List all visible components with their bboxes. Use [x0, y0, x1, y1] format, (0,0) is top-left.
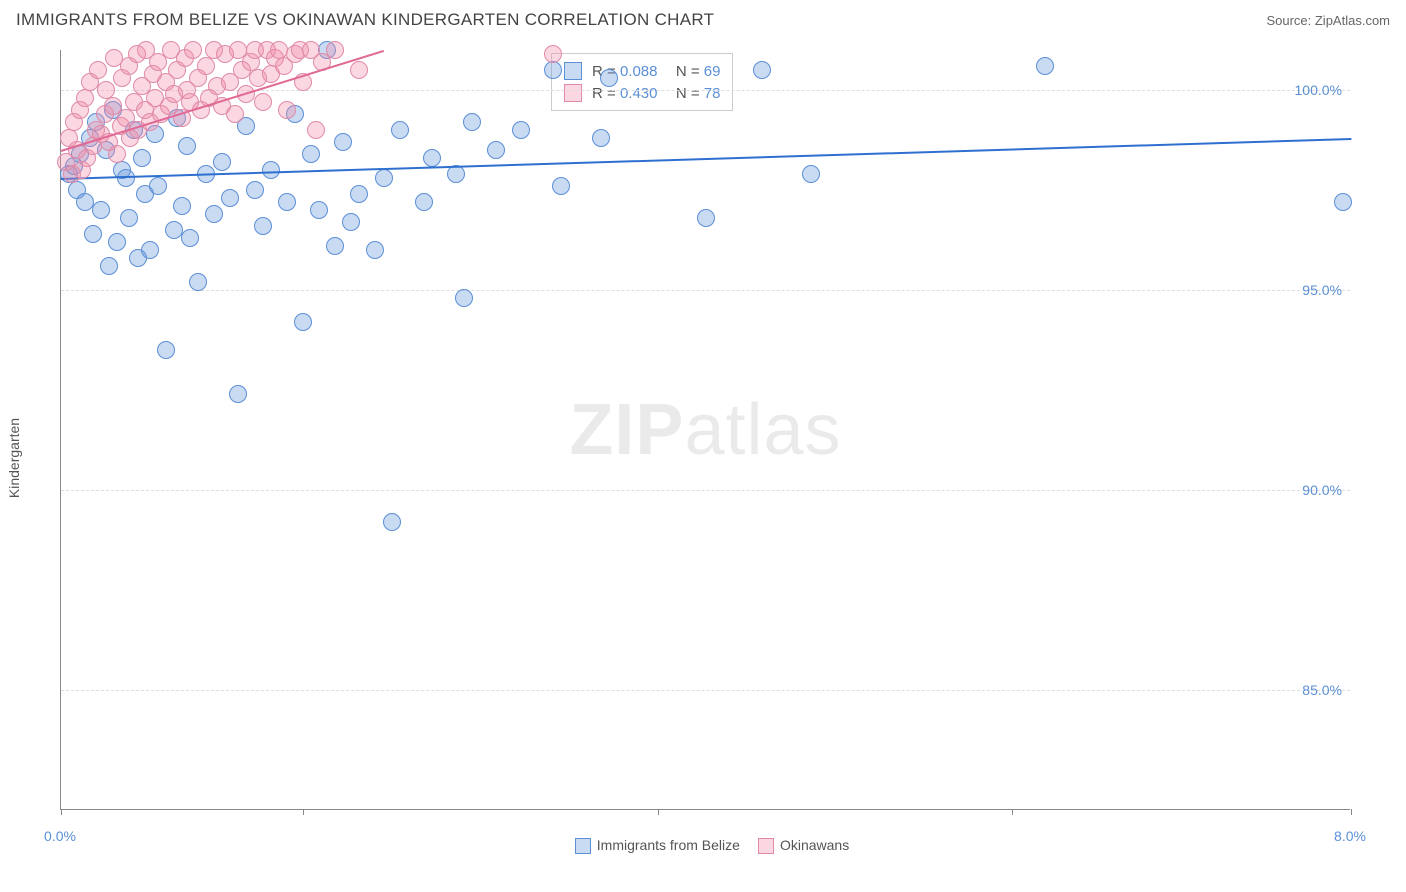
- data-point: [197, 57, 215, 75]
- gridline: [61, 690, 1350, 691]
- data-point: [1334, 193, 1352, 211]
- data-point: [544, 61, 562, 79]
- y-tick-label: 100.0%: [1295, 82, 1342, 98]
- data-point: [120, 209, 138, 227]
- data-point: [366, 241, 384, 259]
- data-point: [512, 121, 530, 139]
- data-point: [350, 61, 368, 79]
- data-point: [149, 177, 167, 195]
- data-point: [455, 289, 473, 307]
- data-point: [89, 61, 107, 79]
- data-point: [697, 209, 715, 227]
- legend-row: R = 0.430 N = 78: [564, 82, 720, 104]
- x-tick: [1351, 809, 1352, 815]
- data-point: [262, 161, 280, 179]
- data-point: [178, 137, 196, 155]
- data-point: [92, 201, 110, 219]
- bottom-legend: Immigrants from Belize Okinawans: [0, 837, 1406, 854]
- legend-swatch: [575, 838, 591, 854]
- n-label: N = 78: [667, 85, 720, 102]
- data-point: [802, 165, 820, 183]
- y-axis-label: Kindergarten: [6, 418, 22, 498]
- legend-label: Immigrants from Belize: [597, 837, 740, 853]
- n-label: N = 69: [667, 63, 720, 80]
- gridline: [61, 490, 1350, 491]
- data-point: [326, 237, 344, 255]
- data-point: [278, 193, 296, 211]
- r-label: R = 0.430: [592, 85, 657, 102]
- plot-area: ZIPatlas R = 0.088 N = 69R = 0.430 N = 7…: [60, 50, 1350, 810]
- x-tick: [1012, 809, 1013, 815]
- data-point: [383, 513, 401, 531]
- y-tick-label: 95.0%: [1302, 282, 1342, 298]
- data-point: [141, 241, 159, 259]
- legend-swatch: [758, 838, 774, 854]
- data-point: [84, 225, 102, 243]
- data-point: [226, 105, 244, 123]
- data-point: [173, 197, 191, 215]
- data-point: [375, 169, 393, 187]
- legend-swatch: [564, 62, 582, 80]
- data-point: [254, 93, 272, 111]
- data-point: [423, 149, 441, 167]
- correlation-legend-box: R = 0.088 N = 69R = 0.430 N = 78: [551, 53, 733, 111]
- data-point: [302, 145, 320, 163]
- data-point: [133, 149, 151, 167]
- data-point: [108, 145, 126, 163]
- data-point: [213, 153, 231, 171]
- data-point: [307, 121, 325, 139]
- data-point: [326, 41, 344, 59]
- legend-swatch: [564, 84, 582, 102]
- chart-container: Kindergarten ZIPatlas R = 0.088 N = 69R …: [0, 40, 1406, 860]
- data-point: [415, 193, 433, 211]
- data-point: [221, 189, 239, 207]
- data-point: [463, 113, 481, 131]
- data-point: [229, 385, 247, 403]
- data-point: [254, 217, 272, 235]
- data-point: [552, 177, 570, 195]
- data-point: [487, 141, 505, 159]
- data-point: [1036, 57, 1054, 75]
- data-point: [600, 69, 618, 87]
- gridline: [61, 290, 1350, 291]
- data-point: [184, 41, 202, 59]
- legend-label: Okinawans: [780, 837, 849, 853]
- x-tick: [61, 809, 62, 815]
- y-tick-label: 90.0%: [1302, 482, 1342, 498]
- data-point: [189, 273, 207, 291]
- data-point: [391, 121, 409, 139]
- data-point: [246, 181, 264, 199]
- data-point: [181, 229, 199, 247]
- legend-row: R = 0.088 N = 69: [564, 60, 720, 82]
- data-point: [753, 61, 771, 79]
- data-point: [342, 213, 360, 231]
- data-point: [157, 341, 175, 359]
- data-point: [310, 201, 328, 219]
- data-point: [350, 185, 368, 203]
- header: IMMIGRANTS FROM BELIZE VS OKINAWAN KINDE…: [0, 0, 1406, 36]
- watermark: ZIPatlas: [569, 389, 841, 471]
- x-tick: [303, 809, 304, 815]
- x-tick: [658, 809, 659, 815]
- data-point: [278, 101, 296, 119]
- data-point: [76, 89, 94, 107]
- data-point: [100, 257, 118, 275]
- y-tick-label: 85.0%: [1302, 682, 1342, 698]
- trendline: [61, 138, 1351, 180]
- data-point: [334, 133, 352, 151]
- data-point: [592, 129, 610, 147]
- data-point: [544, 45, 562, 63]
- data-point: [108, 233, 126, 251]
- data-point: [205, 205, 223, 223]
- data-point: [294, 313, 312, 331]
- source-credit: Source: ZipAtlas.com: [1266, 13, 1390, 28]
- chart-title: IMMIGRANTS FROM BELIZE VS OKINAWAN KINDE…: [16, 10, 714, 30]
